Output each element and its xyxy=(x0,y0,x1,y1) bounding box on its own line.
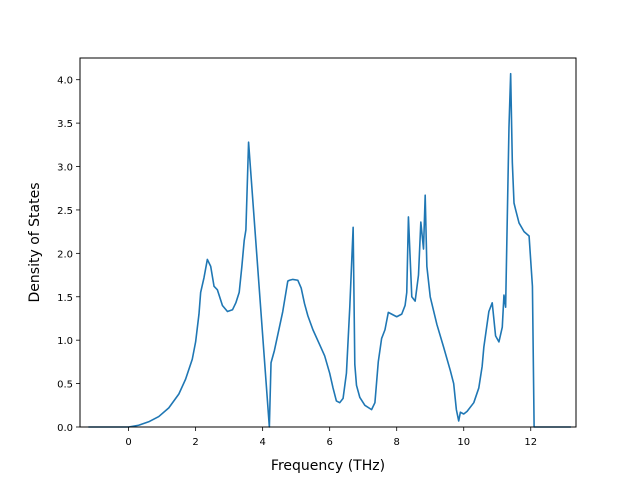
x-tick-label: 0 xyxy=(125,437,131,448)
y-tick-label: 3.0 xyxy=(57,163,73,174)
x-tick-label: 12 xyxy=(524,437,537,448)
x-tick-label: 6 xyxy=(326,437,332,448)
y-axis-ticks: 0.0 0.5 1.0 1.5 2.0 2.5 3.0 3.5 4.0 xyxy=(57,76,80,434)
y-tick-label: 4.0 xyxy=(57,76,73,87)
x-tick-label: 10 xyxy=(457,437,470,448)
plot-area xyxy=(80,58,576,427)
y-tick-label: 2.5 xyxy=(57,206,73,217)
y-tick-label: 0.0 xyxy=(57,423,73,434)
x-tick-label: 8 xyxy=(394,437,400,448)
y-tick-label: 1.5 xyxy=(57,293,73,304)
series-layer xyxy=(88,72,571,428)
y-tick-label: 0.5 xyxy=(57,380,73,391)
y-tick-label: 2.0 xyxy=(57,249,73,260)
x-axis-ticks: 0 2 4 6 8 10 12 xyxy=(125,427,537,448)
y-axis-title: Density of States xyxy=(27,183,43,303)
dos-series-line-0 xyxy=(88,72,571,428)
x-tick-label: 4 xyxy=(259,437,265,448)
y-tick-label: 3.5 xyxy=(57,119,73,130)
plot-frame xyxy=(79,57,577,428)
x-axis-title: Frequency (THz) xyxy=(271,458,385,474)
x-tick-label: 2 xyxy=(192,437,198,448)
y-tick-label: 1.0 xyxy=(57,336,73,347)
